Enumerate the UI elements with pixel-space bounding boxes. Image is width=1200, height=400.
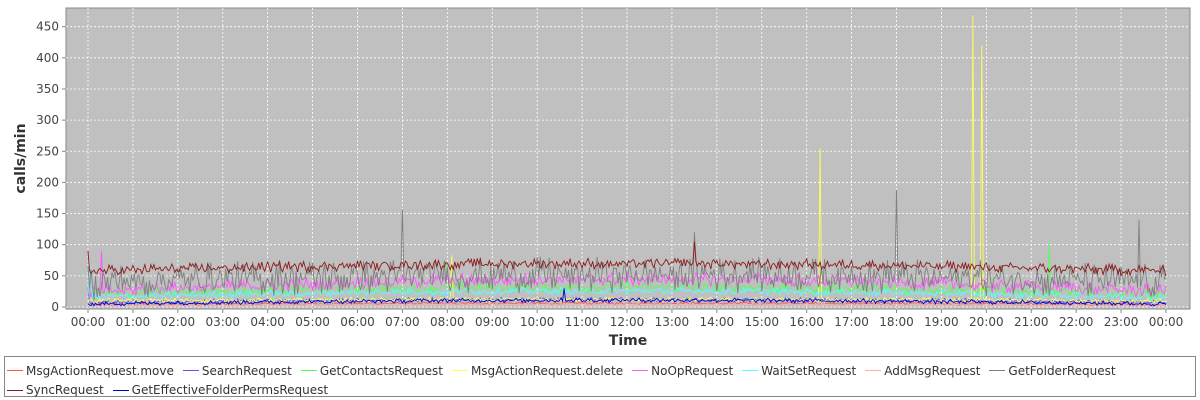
x-tick-label: 21:00 [1014,315,1049,329]
legend-label: MsgActionRequest.delete [470,363,624,378]
y-tick-label: 450 [36,20,59,34]
legend-swatch [451,370,468,371]
x-tick-label: 01:00 [116,315,151,329]
legend-label: NoOpRequest [651,363,734,378]
legend-item: MsgActionRequest.move [7,362,174,380]
legend-swatch [300,370,317,371]
x-tick-label: 05:00 [295,315,330,329]
x-tick-label: 10:00 [520,315,555,329]
x-tick-label: 13:00 [655,315,690,329]
series-line-0 [87,296,1167,307]
x-tick-label: 19:00 [924,315,959,329]
x-tick-label: 20:00 [969,315,1004,329]
legend-swatch [182,370,199,371]
series-line-9 [87,288,1167,307]
y-axis-title: calls/min [13,123,29,193]
y-tick-label: 100 [36,238,59,252]
x-tick-label: 07:00 [385,315,420,329]
x-tick-label: 00:00 [71,315,106,329]
x-tick-label: 14:00 [700,315,735,329]
chart: 00:00 01:00 02:00 03:00 04:00 05:00 06:00 07:00… [13,7,1191,349]
legend-item: NoOpRequest [632,362,733,380]
legend-item: WaitSetRequest [742,362,856,380]
y-tick-label: 0 [51,300,59,314]
x-tick-label: 03:00 [205,315,240,329]
y-tick-label: 400 [36,51,59,65]
x-tick-label: 09:00 [475,315,510,329]
x-tick-label: 22:00 [1059,315,1094,329]
legend-item: SearchRequest [182,362,292,380]
x-tick-label: 06:00 [340,315,375,329]
legend-label: GetEffectiveFolderPermsRequest [131,383,329,397]
x-tick-label: 04:00 [250,315,285,329]
x-axis-title: Time [609,333,647,349]
legend-swatch [7,370,23,371]
x-tick-label: 15:00 [744,315,779,329]
legend: MsgActionRequest.move SearchRequest GetCon… [4,356,1196,397]
y-tick-label: 350 [36,82,59,96]
x-tick-label: 23:00 [1104,315,1139,329]
legend-swatch [112,389,129,391]
legend-swatch [865,370,882,371]
x-tick-label: 12:00 [610,315,645,329]
x-tick-label: 17:00 [834,315,869,329]
y-tick-label: 50 [44,269,59,283]
legend-label: MsgActionRequest.move [26,363,174,378]
x-axis: 00:00 01:00 02:00 03:00 04:00 05:00 06:00 07:00… [71,309,1184,329]
y-tick-label: 150 [36,207,59,221]
legend-item: MsgActionRequest.delete [451,362,624,380]
y-tick-label: 250 [36,144,59,158]
legend-swatch [7,389,23,391]
legend-item: AddMsgRequest [865,362,980,380]
legend-label: GetContactsRequest [319,363,443,378]
x-tick-label: 11:00 [565,315,600,329]
legend-label: AddMsgRequest [884,363,981,378]
x-tick-label: 02:00 [161,315,196,329]
legend-label: GetFolderRequest [1008,363,1116,378]
legend-swatch [742,370,759,371]
x-tick-label: 18:00 [879,315,914,329]
legend-item: GetContactsRequest [300,362,443,380]
legend-swatch [989,370,1006,371]
y-tick-label: 300 [36,113,59,127]
legend-item: GetFolderRequest [989,362,1116,380]
x-tick-label: 00:00 [1149,315,1184,329]
legend-label: SearchRequest [201,363,292,378]
legend-item: GetEffectiveFolderPermsRequest [112,381,329,399]
y-tick-label: 200 [36,175,59,189]
x-tick-label: 08:00 [430,315,465,329]
series-line-6 [87,302,1167,307]
x-tick-label: 16:00 [789,315,824,329]
series-line-8 [87,241,1167,278]
y-axis: 0 50 100 150 200 250 300 350 400 450 [36,20,66,314]
series-line-7 [87,189,1167,301]
series-layer [87,15,1167,307]
legend-item: SyncRequest [7,381,104,399]
legend-label: WaitSetRequest [761,363,857,378]
legend-swatch [632,370,649,371]
legend-label: SyncRequest [26,383,104,397]
